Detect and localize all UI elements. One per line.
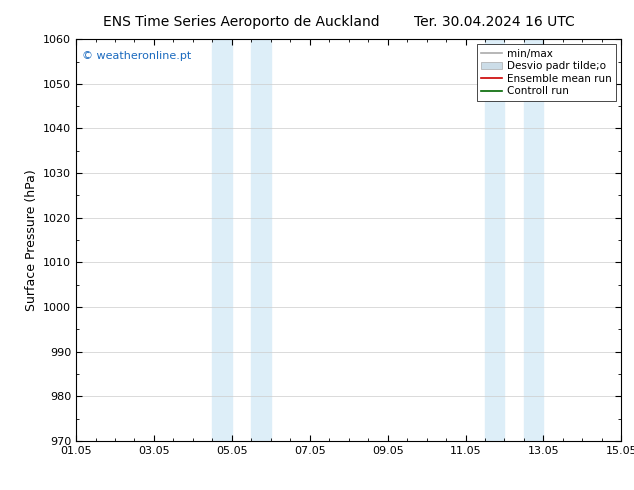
- Bar: [212, 39, 232, 441]
- Text: © weatheronline.pt: © weatheronline.pt: [82, 51, 191, 61]
- Bar: [524, 39, 543, 441]
- Legend: min/max, Desvio padr tilde;o, Ensemble mean run, Controll run: min/max, Desvio padr tilde;o, Ensemble m…: [477, 45, 616, 100]
- Y-axis label: Surface Pressure (hPa): Surface Pressure (hPa): [25, 169, 37, 311]
- Text: Ter. 30.04.2024 16 UTC: Ter. 30.04.2024 16 UTC: [414, 15, 575, 29]
- Bar: [251, 39, 271, 441]
- Text: ENS Time Series Aeroporto de Auckland: ENS Time Series Aeroporto de Auckland: [103, 15, 379, 29]
- Bar: [485, 39, 505, 441]
